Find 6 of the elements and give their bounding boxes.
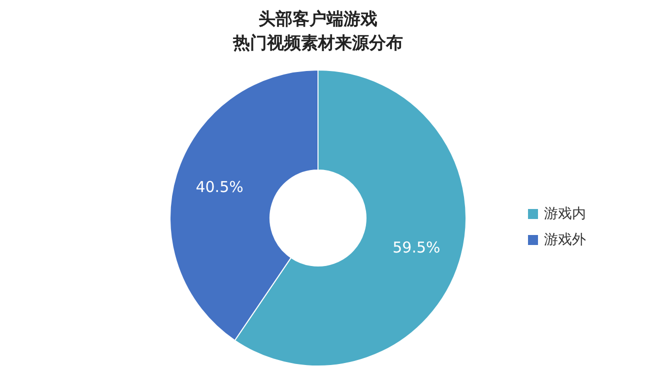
legend-label: 游戏外 <box>544 232 586 248</box>
data-label: 59.5% <box>392 238 440 256</box>
data-label: 40.5% <box>196 178 244 196</box>
chart-title: 头部客户端游戏 <box>258 10 378 30</box>
legend-label: 游戏内 <box>544 206 586 222</box>
chart-subtitle: 热门视频素材来源分布 <box>232 34 403 54</box>
